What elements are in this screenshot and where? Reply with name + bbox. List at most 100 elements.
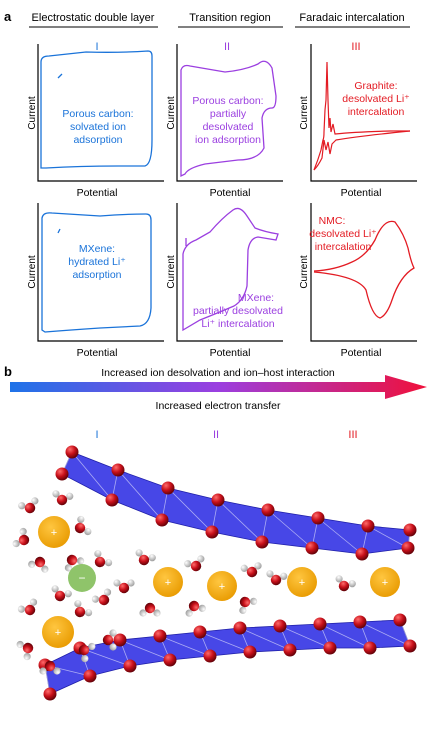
oxygen-atom	[118, 582, 130, 594]
surface-atom	[203, 649, 217, 663]
hydrogen-atom	[39, 667, 47, 675]
water-molecule	[17, 598, 38, 616]
plot-axes	[310, 203, 417, 342]
cv-plot-porous-carbon-partial: Current Potential Porous carbon: partial…	[166, 44, 283, 199]
cation: +	[153, 567, 183, 597]
cation: +	[370, 567, 400, 597]
hydrogen-atom	[74, 600, 82, 608]
plot-axes	[37, 203, 164, 342]
region-label-1: I	[95, 429, 98, 441]
hydrogen-atom	[53, 667, 61, 675]
water-molecule	[184, 555, 205, 572]
cation-sphere	[287, 567, 317, 597]
surface-atom	[111, 463, 125, 477]
cv-curve-return	[313, 130, 411, 171]
plot-axes	[176, 203, 283, 342]
water-molecule	[74, 515, 92, 536]
layer-slab	[44, 619, 411, 695]
oxygen-atom	[239, 596, 251, 608]
axis-ylabel: Current	[27, 255, 38, 289]
water-molecule	[52, 490, 74, 506]
axis-xlabel: Potential	[77, 187, 118, 199]
hydrogen-atom	[77, 515, 85, 524]
hydrogen-atom	[41, 565, 49, 573]
hydrogen-atom	[28, 560, 36, 568]
surface-atom	[163, 653, 177, 667]
hydrogen-atom	[16, 640, 24, 649]
water-molecule	[78, 642, 96, 663]
axis-xlabel: Potential	[341, 187, 382, 199]
hydrogen-atom	[51, 585, 59, 593]
hydrogen-atom	[280, 572, 288, 580]
cation-sign: +	[165, 577, 171, 589]
water-molecule	[185, 600, 206, 617]
water-molecule	[28, 556, 49, 573]
hydrogen-atom	[113, 579, 121, 587]
surface-atom	[155, 513, 169, 527]
cation-sign: +	[382, 577, 388, 589]
hydrogen-atom	[198, 604, 206, 612]
cv-curve	[182, 207, 279, 332]
cation: +	[38, 516, 70, 548]
hydrogen-atom	[81, 654, 89, 663]
oxygen-atom	[102, 634, 114, 646]
surface-atom	[403, 639, 417, 653]
water-molecule	[94, 550, 113, 568]
axis-xlabel: Potential	[77, 347, 118, 359]
hydrogen-atom	[127, 579, 135, 587]
axis-ylabel: Current	[299, 255, 310, 289]
hydrogen-atom	[139, 609, 147, 617]
cation-sphere	[370, 567, 400, 597]
layer-bond	[167, 487, 213, 533]
surface-atom	[55, 467, 69, 481]
hydrogen-atom	[19, 527, 27, 536]
oxygen-atom	[98, 594, 110, 606]
hydrogen-atom	[348, 580, 356, 588]
cv-plot-nmc: Current Potential NMC: desolvated Li⁺ in…	[299, 203, 417, 359]
hydrogen-atom	[109, 629, 117, 637]
oxygen-atom	[246, 566, 258, 578]
layer-bond	[199, 631, 251, 653]
surface-atom	[123, 659, 137, 673]
hydrogen-atom	[249, 597, 258, 605]
layer-bond	[317, 517, 363, 555]
surface-atom	[43, 687, 57, 701]
water-molecule	[64, 554, 85, 572]
column-header-text-2: Transition region	[189, 12, 271, 24]
axis-xlabel: Potential	[341, 347, 382, 359]
oxygen-atom	[44, 660, 56, 672]
hydrogen-atom	[335, 575, 343, 583]
hydrogen-atom	[197, 555, 205, 563]
surface-atom	[65, 445, 79, 459]
annotation-line-2: desolvated Li⁺	[342, 93, 410, 105]
annotation-line-3: adsorption	[73, 134, 122, 146]
oxygen-atom	[74, 522, 86, 534]
column-header-text-3: Faradaic intercalation	[299, 12, 404, 24]
surface-atom	[193, 625, 207, 639]
cv-curve	[40, 50, 153, 169]
arrow-bottom-text: Increased electron transfer	[156, 400, 281, 412]
cation: +	[287, 567, 317, 597]
oxygen-atom	[190, 560, 202, 572]
panel-b-label: b	[4, 364, 12, 379]
anion-sphere	[68, 564, 96, 592]
oxygen-atom	[18, 534, 30, 546]
annotation-line-3: desolvated	[203, 121, 254, 133]
annotation-line-2: desolvated Li⁺	[309, 228, 377, 240]
layer-bond	[239, 627, 291, 651]
annotation-line-2: partially desolvated	[193, 305, 283, 317]
water-molecule	[51, 585, 72, 602]
cv-plot-porous-carbon: Current Potential Porous carbon: solvate…	[27, 44, 164, 199]
anion-sign: −	[78, 571, 85, 585]
hydrogen-atom	[94, 550, 102, 558]
oxygen-atom	[188, 600, 200, 612]
oxygen-atom	[34, 556, 46, 568]
column-roman-1: I	[95, 41, 98, 53]
axis-ylabel: Current	[166, 255, 177, 289]
layer-bond	[319, 623, 371, 649]
annotation-line-3: adsorption	[72, 269, 121, 281]
annotation-line-1: Porous carbon:	[62, 108, 133, 120]
surface-atom	[233, 621, 247, 635]
oxygen-atom	[54, 590, 66, 602]
region-label-3: III	[348, 429, 357, 441]
